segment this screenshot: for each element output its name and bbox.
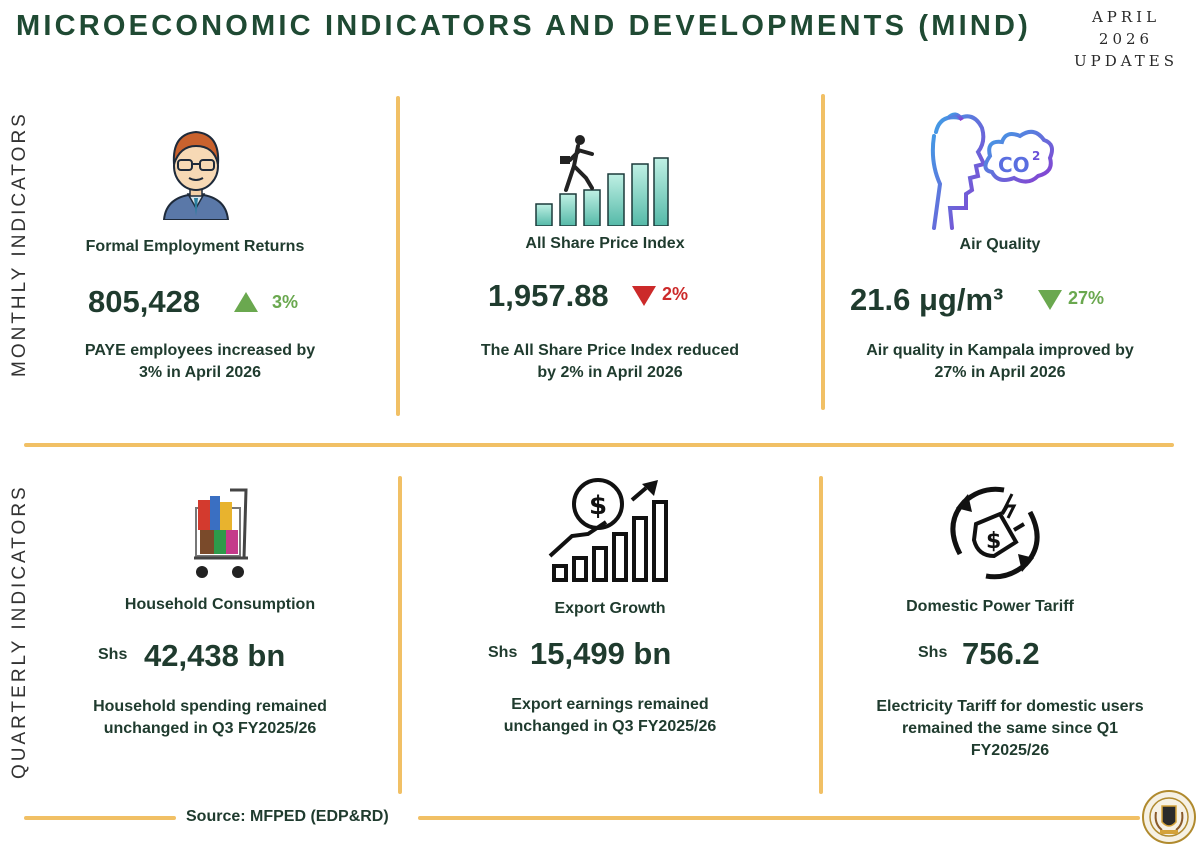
- card-title-air-quality: Air Quality: [959, 236, 1041, 253]
- co2-breathing-icon: CO 2: [926, 112, 1056, 230]
- period-label: APRIL 2026 UPDATES: [1062, 6, 1190, 72]
- desc-line: Household spending remained: [93, 698, 327, 715]
- desc-household: Household spending remained unchanged in…: [50, 696, 370, 740]
- change-employment: 3%: [272, 292, 299, 312]
- shopping-cart-icon: [190, 486, 252, 580]
- svg-text:2: 2: [1032, 149, 1040, 163]
- value-employment: 805,428: [88, 284, 201, 319]
- desc-line: 27% in April 2026: [934, 364, 1066, 381]
- desc-line: 3% in April 2026: [138, 364, 262, 381]
- divider-quarterly-2: [819, 476, 823, 794]
- desc-line: remained the same since Q1: [901, 720, 1119, 737]
- desc-line: Electricity Tariff for domestic users: [876, 698, 1144, 715]
- source-note: Source: MFPED (EDP&RD): [186, 808, 389, 825]
- coat-of-arms-icon: [1142, 790, 1196, 844]
- page-title: MICROECONOMIC INDICATORS AND DEVELOPMENT…: [16, 10, 1032, 42]
- divider-monthly-2: [821, 94, 825, 410]
- card-title-share-index: All Share Price Index: [525, 235, 685, 252]
- divider-monthly-1: [396, 96, 400, 416]
- desc-share-index: The All Share Price Index reduced by 2% …: [440, 340, 780, 384]
- down-arrow-icon: [1038, 290, 1062, 310]
- monthly-section-label: MONTHLY INDICATORS: [9, 111, 30, 377]
- power-plug-cost-icon: $: [942, 484, 1048, 582]
- svg-text:CO: CO: [998, 153, 1030, 177]
- currency-power-tariff: Shs: [918, 644, 948, 661]
- value-share-index: 1,957.88: [488, 278, 609, 313]
- value-export: 15,499 bn: [530, 636, 672, 671]
- desc-export: Export earnings remained unchanged in Q3…: [450, 694, 770, 738]
- footer-line-right: [418, 816, 1140, 820]
- period-year: 2026: [1098, 30, 1154, 48]
- change-air-quality: 27%: [1068, 288, 1105, 308]
- employee-icon: [158, 124, 234, 221]
- desc-line: by 2% in April 2026: [537, 364, 683, 381]
- desc-power-tariff: Electricity Tariff for domestic users re…: [842, 696, 1178, 762]
- footer-line-left: [24, 816, 176, 820]
- card-title-export: Export Growth: [554, 600, 666, 617]
- card-title-power-tariff: Domestic Power Tariff: [906, 598, 1074, 615]
- stock-growth-icon: [534, 130, 670, 227]
- quarterly-section-label: QUARTERLY INDICATORS: [9, 484, 30, 779]
- period-month: APRIL: [1091, 8, 1161, 26]
- card-title-employment: Formal Employment Returns: [85, 238, 305, 255]
- desc-line: unchanged in Q3 FY2025/26: [103, 720, 317, 737]
- down-arrow-icon: [632, 286, 656, 306]
- divider-quarterly-1: [398, 476, 402, 794]
- divider-horizontal: [24, 443, 1174, 447]
- svg-text:$: $: [986, 529, 1001, 554]
- desc-line: Air quality in Kampala improved by: [866, 342, 1134, 359]
- desc-line: The All Share Price Index reduced: [480, 342, 740, 359]
- value-air-quality: 21.6 μg/m³: [850, 282, 1004, 317]
- desc-line: unchanged in Q3 FY2025/26: [503, 718, 717, 735]
- period-updates: UPDATES: [1073, 52, 1178, 70]
- value-power-tariff: 756.2: [962, 636, 1040, 671]
- desc-line: Export earnings remained: [511, 696, 709, 713]
- currency-household: Shs: [98, 646, 128, 663]
- desc-line: PAYE employees increased by: [84, 342, 316, 359]
- desc-line: FY2025/26: [970, 742, 1050, 759]
- value-household: 42,438 bn: [144, 638, 286, 673]
- svg-text:$: $: [589, 491, 607, 521]
- change-share-index: 2%: [662, 284, 689, 304]
- money-growth-chart-icon: $: [546, 474, 676, 584]
- desc-employment: PAYE employees increased by 3% in April …: [40, 340, 360, 384]
- currency-export: Shs: [488, 644, 518, 661]
- desc-air-quality: Air quality in Kampala improved by 27% i…: [840, 340, 1160, 384]
- up-arrow-icon: [234, 292, 258, 312]
- card-title-household: Household Consumption: [124, 596, 316, 613]
